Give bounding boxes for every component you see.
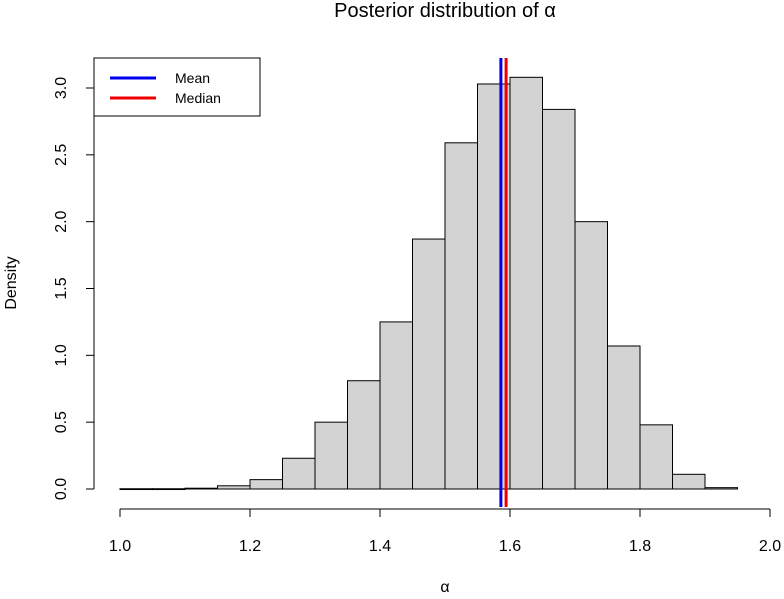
x-tick-label: 1.8 (629, 538, 651, 555)
histogram-bar (542, 108, 576, 490)
histogram-bar (509, 76, 543, 490)
histogram-bar (282, 457, 316, 490)
histogram-bar (184, 487, 218, 490)
y-tick-label: 2.0 (53, 210, 70, 232)
y-tick-label: 0.0 (53, 478, 70, 500)
legend: Mean Median (93, 57, 261, 117)
bars-group (119, 76, 738, 491)
histogram-bar (607, 345, 641, 490)
y-tick-label: 2.5 (53, 144, 70, 166)
histogram-bar (639, 424, 673, 490)
x-tick-label: 1.2 (239, 538, 261, 555)
histogram-bar (412, 238, 446, 490)
x-tick-label: 2.0 (759, 538, 781, 555)
histogram-bar (314, 421, 348, 490)
histogram-bar (347, 380, 381, 490)
x-axis: 1.0 1.2 1.4 1.6 1.8 2.0 (109, 508, 781, 555)
y-tick-label: 1.0 (53, 344, 70, 366)
histogram-bar (574, 221, 608, 490)
legend-label-median: Median (175, 90, 221, 106)
histogram-bar (379, 321, 413, 490)
y-tick-label: 1.5 (53, 277, 70, 299)
y-axis-label: Density (3, 256, 20, 309)
histogram-bar (249, 479, 283, 490)
y-tick-label: 0.5 (53, 411, 70, 433)
y-axis: 0.0 0.5 1.0 1.5 2.0 2.5 3.0 (53, 77, 95, 500)
chart-title: Posterior distribution of α (334, 0, 556, 22)
histogram-bar (217, 485, 251, 490)
histogram-bar (152, 488, 186, 491)
x-tick-label: 1.0 (109, 538, 131, 555)
x-axis-label: α (440, 579, 449, 596)
legend-label-mean: Mean (175, 70, 210, 86)
histogram-bar (119, 488, 153, 491)
histogram-bar (672, 473, 706, 490)
x-tick-label: 1.6 (499, 538, 521, 555)
histogram-bar (704, 487, 738, 490)
histogram-bar (444, 142, 478, 490)
x-tick-label: 1.4 (369, 538, 391, 555)
histogram-bar (477, 83, 511, 490)
reference-lines-group (499, 58, 508, 507)
y-tick-label: 3.0 (53, 77, 70, 99)
legend-box (93, 57, 261, 117)
